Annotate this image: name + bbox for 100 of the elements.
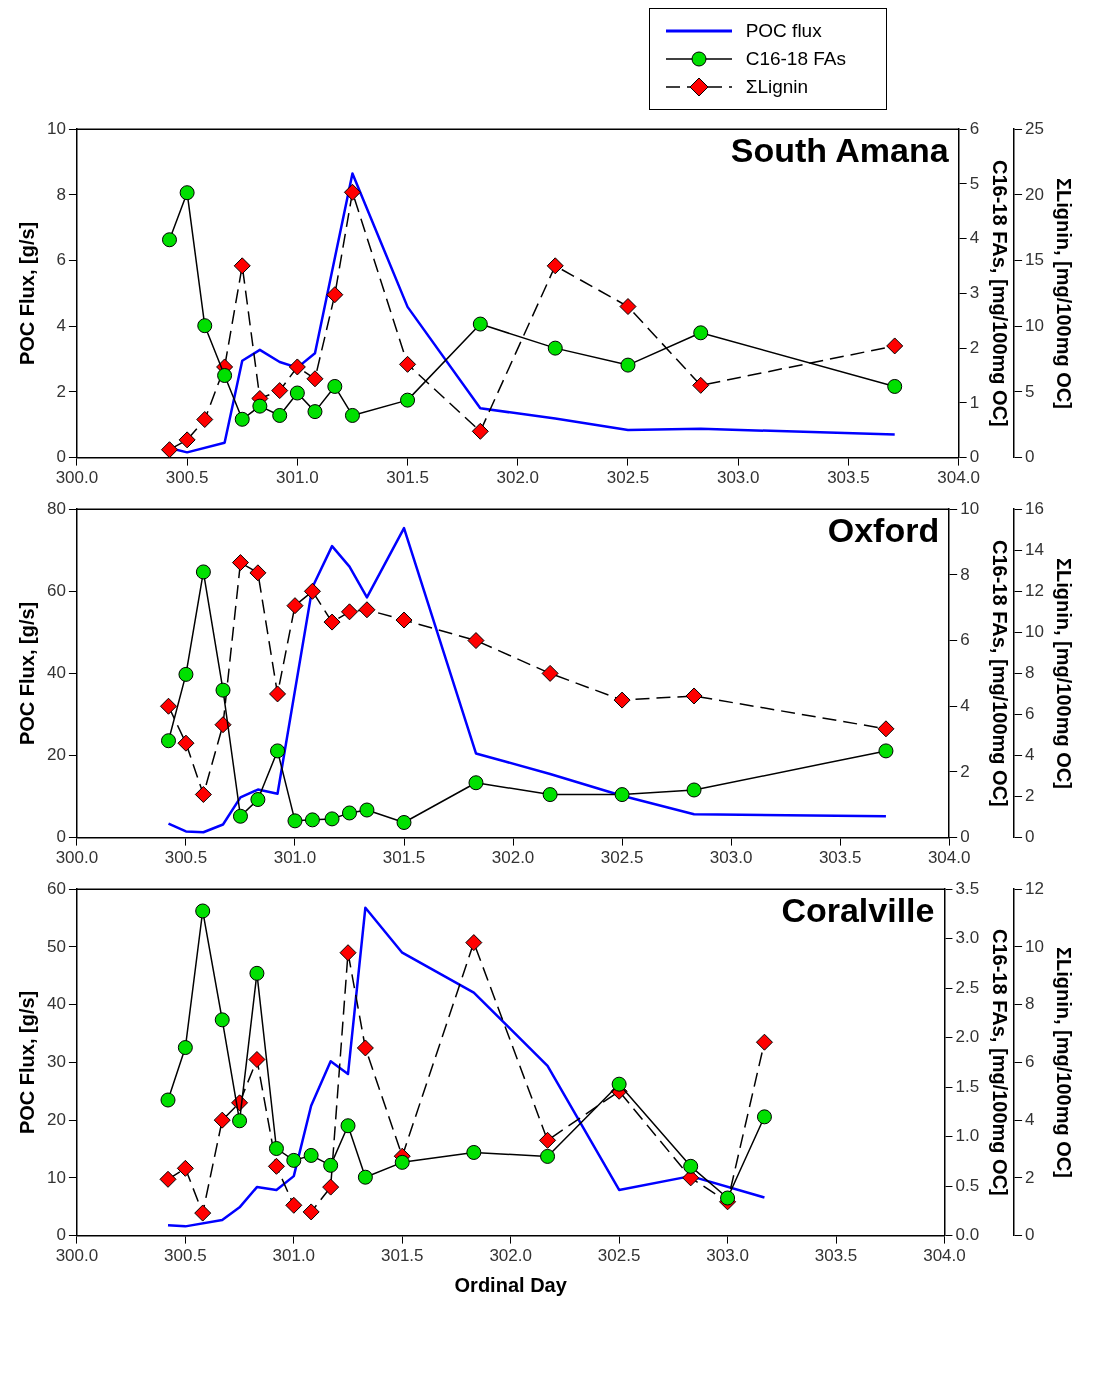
x-tick-label: 301.5: [380, 1246, 424, 1266]
y-tick-label: 8: [56, 184, 66, 204]
y3-tick-label: 12: [1025, 878, 1045, 898]
y2-tick-label: 4: [960, 695, 970, 715]
y-tick-label: 2: [56, 381, 66, 401]
y2-tick-label: 6: [969, 118, 980, 138]
y3-tick-label: 0: [1025, 447, 1035, 467]
x-tick-label: 301.0: [273, 848, 317, 868]
legend-label: POC flux: [745, 20, 822, 42]
y3-tick-label: 0: [1025, 1225, 1035, 1245]
x-tick-label: 300.0: [55, 468, 99, 488]
x-tick-label: 301.5: [382, 848, 426, 868]
y3-tick-label: 10: [1025, 936, 1045, 956]
y2-tick-label: 2.5: [955, 977, 980, 997]
y3-tick-label: 25: [1025, 118, 1045, 138]
y2-tick-label: 2: [969, 337, 980, 357]
chart-title: Oxford: [827, 510, 940, 549]
x-tick-label: 304.0: [937, 468, 980, 488]
y-tick-label: 0: [56, 1225, 66, 1245]
y2-tick-label: 4: [969, 228, 980, 248]
x-tick-label: 300.5: [164, 1246, 207, 1266]
y-tick-label: 80: [46, 498, 66, 518]
x-tick-label: 302.5: [597, 1246, 641, 1266]
x-tick-label: 301.0: [272, 1246, 316, 1266]
y3-tick-label: 6: [1025, 704, 1035, 724]
x-tick-label: 302.5: [606, 468, 650, 488]
y-axis-title: POC Flux, [g/s]: [15, 990, 38, 1135]
x-tick-label: 304.0: [923, 1246, 966, 1266]
x-tick-label: 302.5: [600, 848, 644, 868]
y2-tick-label: 6: [960, 630, 970, 650]
x-tick-label: 303.0: [706, 1246, 749, 1266]
y3-tick-label: 8: [1025, 994, 1035, 1014]
x-tick-label: 301.5: [386, 468, 429, 488]
x-tick-label: 300.5: [165, 468, 209, 488]
y3-tick-label: 14: [1025, 539, 1045, 559]
y3-tick-label: 20: [1025, 184, 1045, 204]
x-tick-label: 303.5: [827, 468, 870, 488]
x-tick-label: 301.0: [276, 468, 319, 488]
x-tick-label: 303.0: [709, 848, 753, 868]
y-tick-label: 40: [46, 994, 66, 1014]
y-tick-label: 10: [46, 1167, 66, 1187]
y2-tick-label: 3.5: [955, 878, 980, 898]
x-tick-label: 302.0: [489, 1246, 532, 1266]
y3-axis-title: ΣLignin, [mg/100mg OC]: [1053, 946, 1076, 1178]
y3-tick-label: 0: [1025, 827, 1035, 847]
x-tick-label: 303.5: [814, 1246, 858, 1266]
y-tick-label: 0: [56, 447, 66, 467]
y2-tick-label: 3: [969, 283, 980, 303]
x-tick-label: 303.5: [818, 848, 862, 868]
y3-tick-label: 10: [1025, 315, 1045, 335]
y2-tick-label: 5: [969, 173, 980, 193]
y-tick-label: 40: [46, 663, 66, 683]
y3-tick-label: 4: [1025, 1109, 1035, 1129]
x-tick-label: 304.0: [927, 848, 971, 868]
x-tick-label: 303.0: [716, 468, 760, 488]
x-tick-label: 300.0: [55, 848, 99, 868]
y-tick-label: 50: [46, 936, 66, 956]
y2-tick-label: 0.0: [955, 1225, 980, 1245]
y2-tick-label: 1.5: [955, 1076, 980, 1096]
y-tick-label: 20: [46, 745, 66, 765]
y2-axis-title: C16-18 FAs, [mg/100mg OC]: [988, 160, 1011, 427]
y3-tick-label: 16: [1025, 498, 1045, 518]
y-tick-label: 60: [46, 878, 66, 898]
y3-tick-label: 2: [1025, 1167, 1035, 1187]
y2-tick-label: 0: [960, 827, 970, 847]
y2-tick-label: 0: [969, 447, 980, 467]
chart-title: Coralville: [781, 890, 935, 929]
y2-tick-label: 0.5: [955, 1175, 980, 1195]
y-tick-label: 4: [56, 315, 66, 335]
x-tick-label: 300.5: [164, 848, 208, 868]
y3-tick-label: 6: [1025, 1052, 1035, 1072]
x-axis-title: Ordinal Day: [454, 1273, 568, 1296]
y-tick-label: 30: [46, 1052, 66, 1072]
legend-label: ΣLignin: [745, 76, 809, 98]
y-tick-label: 0: [56, 827, 66, 847]
y3-axis-title: ΣLignin, [mg/100mg OC]: [1053, 557, 1076, 789]
y2-axis-title: C16-18 FAs, [mg/100mg OC]: [988, 540, 1011, 807]
y3-tick-label: 10: [1025, 622, 1045, 642]
y2-tick-label: 3.0: [955, 928, 980, 948]
y-tick-label: 20: [46, 1109, 66, 1129]
y3-tick-label: 4: [1025, 745, 1035, 765]
x-tick-label: 302.0: [491, 848, 535, 868]
y3-tick-label: 5: [1025, 381, 1035, 401]
y-tick-label: 60: [46, 580, 66, 600]
x-tick-label: 302.0: [496, 468, 540, 488]
y2-tick-label: 8: [960, 564, 970, 584]
y-axis-title: POC Flux, [g/s]: [15, 221, 38, 366]
y2-tick-label: 2: [960, 761, 970, 781]
y3-tick-label: 8: [1025, 663, 1035, 683]
y-tick-label: 10: [46, 118, 66, 138]
x-tick-label: 300.0: [55, 1246, 99, 1266]
y-tick-label: 6: [56, 250, 66, 270]
y-axis-title: POC Flux, [g/s]: [15, 601, 38, 746]
y3-axis-title: ΣLignin, [mg/100mg OC]: [1053, 177, 1076, 409]
y2-tick-label: 1: [969, 392, 980, 412]
y3-tick-label: 2: [1025, 786, 1035, 806]
y3-tick-label: 15: [1025, 250, 1045, 270]
legend-label: C16-18 FAs: [745, 48, 846, 70]
chart-title: South Amana: [730, 130, 950, 169]
y3-tick-label: 12: [1025, 580, 1045, 600]
